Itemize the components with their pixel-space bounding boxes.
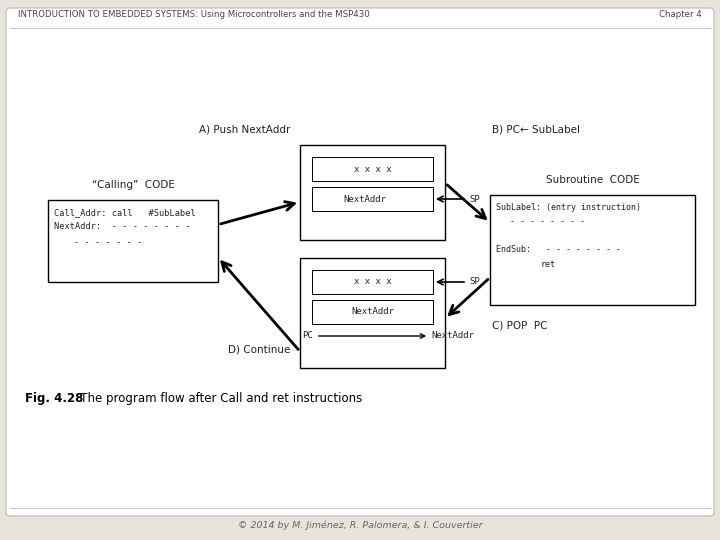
Text: Fig. 4.28: Fig. 4.28 bbox=[25, 392, 84, 405]
Text: Subroutine  CODE: Subroutine CODE bbox=[546, 175, 639, 185]
FancyBboxPatch shape bbox=[48, 200, 218, 282]
Text: B) PC← SubLabel: B) PC← SubLabel bbox=[492, 125, 580, 135]
Text: INTRODUCTION TO EMBEDDED SYSTEMS: Using Microcontrollers and the MSP430: INTRODUCTION TO EMBEDDED SYSTEMS: Using … bbox=[18, 10, 370, 19]
FancyBboxPatch shape bbox=[490, 195, 695, 305]
FancyBboxPatch shape bbox=[312, 187, 433, 211]
Text: EndSub:   - - - - - - - -: EndSub: - - - - - - - - bbox=[496, 245, 621, 254]
FancyBboxPatch shape bbox=[300, 145, 445, 240]
Text: NextAddr:  - - - - - - - -: NextAddr: - - - - - - - - bbox=[54, 222, 191, 231]
Text: SubLabel: (entry instruction): SubLabel: (entry instruction) bbox=[496, 203, 641, 212]
Text: x x x x: x x x x bbox=[354, 165, 391, 173]
Text: © 2014 by M. Jiménez, R. Palomera, & I. Couvertier: © 2014 by M. Jiménez, R. Palomera, & I. … bbox=[238, 520, 482, 530]
Text: Call_Addr: call   #SubLabel: Call_Addr: call #SubLabel bbox=[54, 208, 196, 217]
Text: D) Continue: D) Continue bbox=[228, 344, 290, 354]
Text: - - - - - - - -: - - - - - - - - bbox=[510, 217, 585, 226]
Text: - - - - - - -: - - - - - - - bbox=[74, 238, 143, 247]
Text: A) Push NextAddr: A) Push NextAddr bbox=[199, 125, 290, 135]
Text: The program flow after Call and ret instructions: The program flow after Call and ret inst… bbox=[69, 392, 362, 405]
Text: PC: PC bbox=[302, 332, 312, 341]
Text: x x x x: x x x x bbox=[354, 278, 391, 287]
Text: NextAddr: NextAddr bbox=[431, 332, 474, 341]
Text: ret: ret bbox=[540, 260, 555, 269]
Text: C) POP  PC: C) POP PC bbox=[492, 321, 547, 331]
FancyBboxPatch shape bbox=[300, 258, 445, 368]
Text: Chapter 4: Chapter 4 bbox=[660, 10, 702, 19]
Text: NextAddr: NextAddr bbox=[351, 307, 394, 316]
Text: SP: SP bbox=[469, 194, 480, 204]
FancyBboxPatch shape bbox=[6, 8, 714, 516]
Text: SP: SP bbox=[469, 278, 480, 287]
Text: “Calling”  CODE: “Calling” CODE bbox=[91, 180, 174, 190]
Text: NextAddr: NextAddr bbox=[343, 194, 386, 204]
FancyBboxPatch shape bbox=[312, 157, 433, 181]
FancyBboxPatch shape bbox=[312, 270, 433, 294]
FancyBboxPatch shape bbox=[312, 300, 433, 324]
